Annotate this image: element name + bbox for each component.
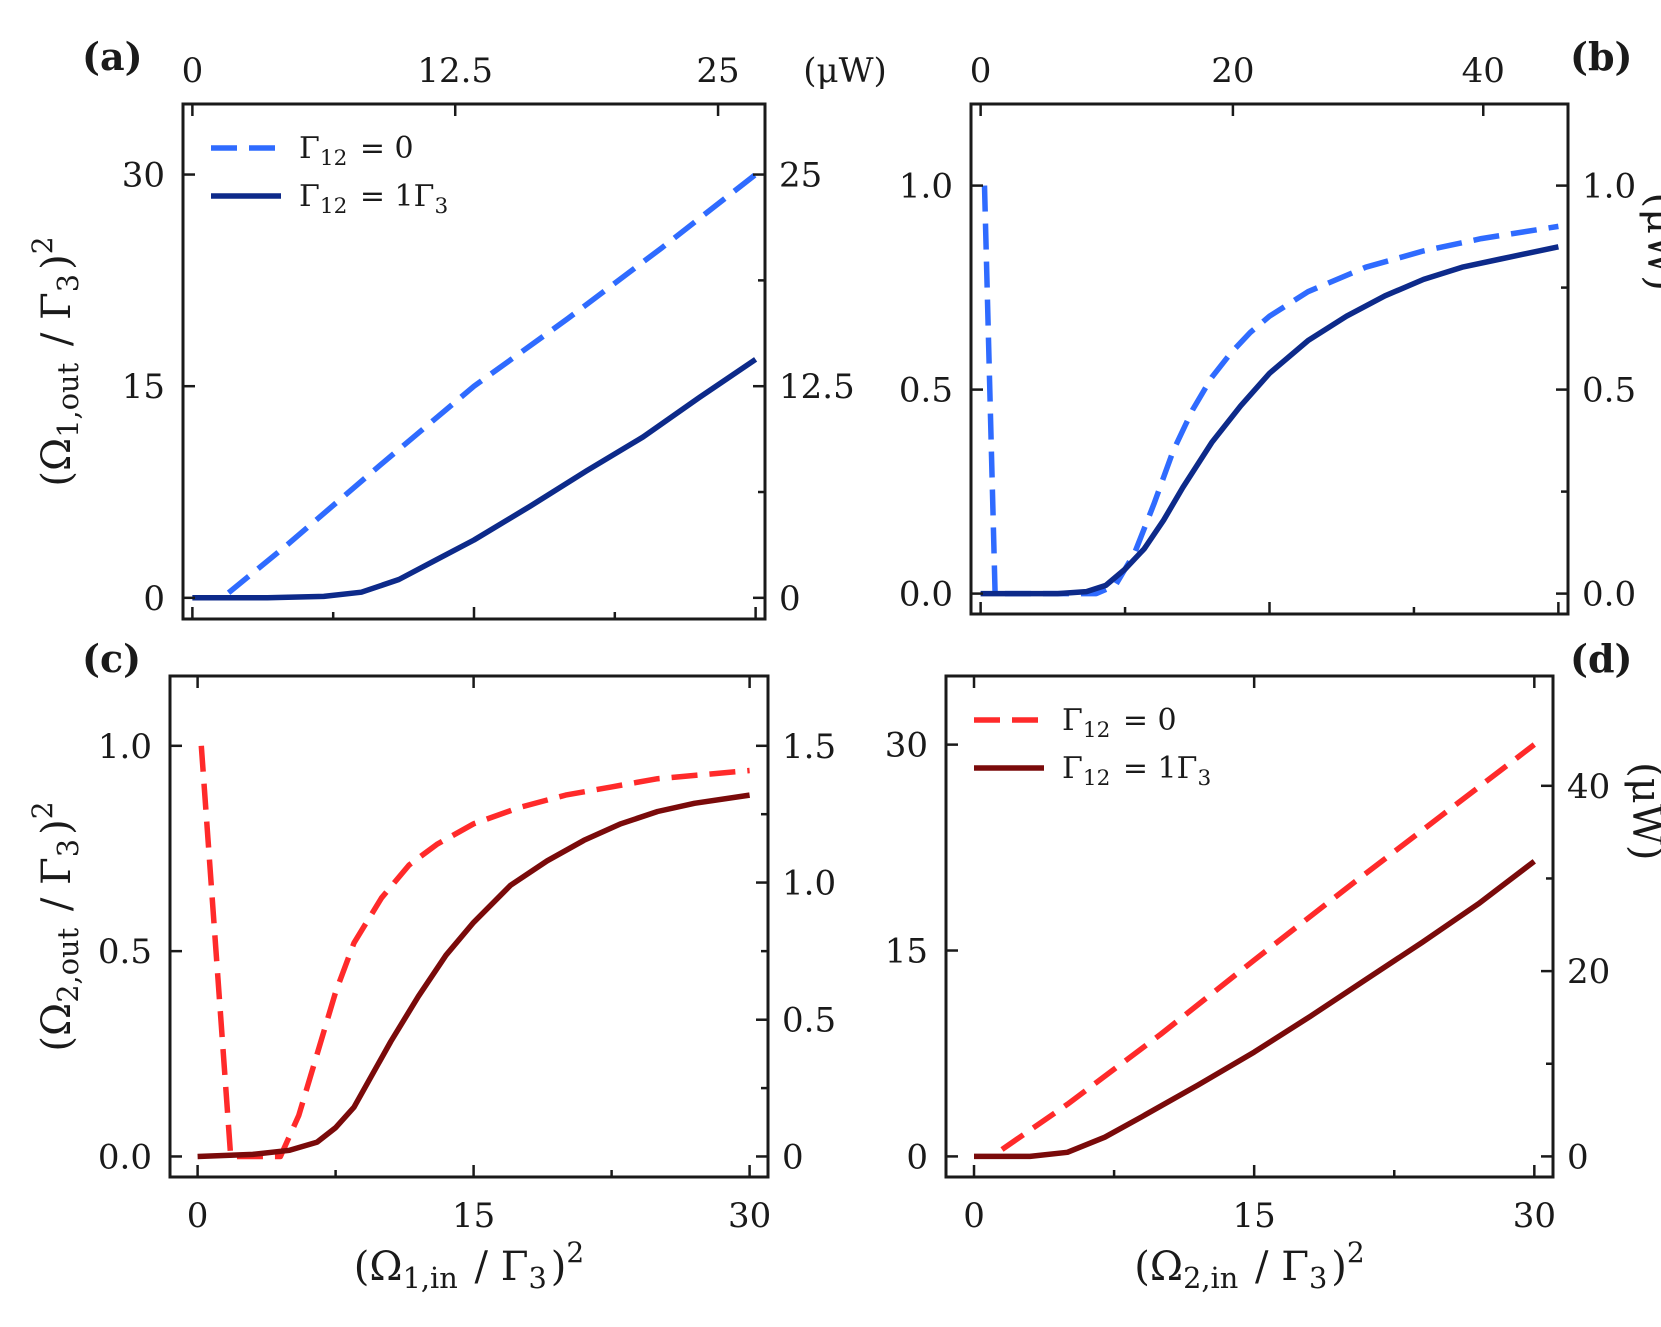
y-tick-label: 30 [885, 726, 928, 766]
right-tick-label: 0.5 [1582, 371, 1636, 411]
y-axis-label: (Ω2,out / Γ3 )2 [26, 801, 85, 1051]
legend: Γ12 = 0 Γ12 = 1Γ3 [974, 703, 1214, 791]
top-tick-label: 0 [970, 51, 992, 91]
y-tick-label: 0.5 [899, 371, 953, 411]
series-line-gamma12-one [980, 244, 1559, 597]
right-tick-label: 12.5 [779, 367, 855, 407]
top-tick-label: 0 [182, 51, 204, 91]
plot-frame [168, 674, 770, 1179]
x-axis-label: (Ω1,in / Γ3 )2 [354, 1236, 584, 1295]
right-tick-label: 40 [1567, 767, 1610, 807]
series-line-gamma12-one [192, 357, 758, 601]
y-tick-label: 15 [885, 932, 928, 972]
panel-c: 0 15 30 0.0 0.5 1.0 0 0.5 1.0 1.5 (c) (Ω2,out / Γ3 … [26, 636, 836, 1295]
panel-a: 0 12.5 25 (μW) 0 15 30 0 12.5 25 (a) (Ω1,out / Γ3 )… [26, 34, 887, 621]
plot-frame [969, 102, 1570, 616]
x-tick-label: 0 [963, 1196, 985, 1236]
y-tick-label: 0.5 [98, 932, 152, 972]
series-line-gamma12-zero [198, 745, 750, 1160]
right-tick-label: 20 [1567, 952, 1610, 992]
y-tick-label: 1.0 [98, 727, 152, 767]
y-tick-label: 0 [143, 579, 165, 619]
right-tick-label: 0 [782, 1137, 804, 1177]
panel-label: (a) [82, 34, 143, 79]
top-tick-label: 12.5 [417, 51, 493, 91]
panel-d: 0 15 30 0 15 30 0 20 40 (μW) (d) (Ω2,in / Γ3 )2 Γ12 … [885, 636, 1661, 1295]
y-tick-label: 15 [122, 367, 165, 407]
y-tick-label: 0.0 [899, 575, 953, 615]
x-tick-label: 30 [728, 1196, 771, 1236]
x-tick-label: 30 [1513, 1196, 1556, 1236]
right-tick-label: 1.5 [782, 727, 836, 767]
x-tick-label: 15 [452, 1196, 495, 1236]
legend-entry: Γ12 = 0 [299, 131, 414, 171]
legend-entry: Γ12 = 0 [1062, 703, 1177, 743]
panel-label: (c) [82, 636, 141, 681]
series-line-gamma12-zero [192, 172, 758, 601]
right-tick-label: 0.0 [1582, 575, 1636, 615]
x-tick-label: 15 [1233, 1196, 1276, 1236]
y-tick-label: 30 [122, 156, 165, 196]
series-line-gamma12-zero [1000, 742, 1536, 1152]
x-tick-label: 0 [187, 1196, 209, 1236]
x-axis-label: (Ω2,in / Γ3 )2 [1134, 1236, 1364, 1295]
top-axis-unit: (μW) [803, 51, 887, 91]
right-tick-label: 0 [779, 579, 801, 619]
series-line-gamma12-one [974, 859, 1536, 1160]
series-line-gamma12-one [197, 792, 751, 1160]
top-tick-label: 40 [1462, 51, 1505, 91]
y-tick-label: 0.0 [98, 1137, 152, 1177]
right-axis-label: (μW) [1638, 193, 1661, 291]
plot-frame [944, 674, 1555, 1179]
legend-entry: Γ12 = 1Γ3 [1062, 751, 1214, 791]
y-tick-label: 1.0 [899, 167, 953, 207]
legend-entry: Γ12 = 1Γ3 [299, 179, 451, 219]
top-tick-label: 25 [696, 51, 739, 91]
right-tick-label: 1.0 [1582, 167, 1636, 207]
panel-label: (b) [1570, 34, 1633, 79]
right-tick-label: 1.0 [782, 864, 836, 904]
y-axis-label: (Ω1,out / Γ3 )2 [26, 236, 85, 486]
legend: Γ12 = 0 Γ12 = 1Γ3 [211, 131, 451, 219]
panel-b: 0 20 400.00.51.00.00.51.0(μW)(b) [899, 34, 1661, 616]
right-tick-label: 25 [779, 156, 822, 196]
right-tick-label: 0 [1567, 1137, 1589, 1177]
right-axis-label: (μW) [1623, 762, 1661, 860]
series-line-gamma12-zero [981, 185, 1559, 597]
top-tick-label: 20 [1211, 51, 1254, 91]
panel-label: (d) [1570, 636, 1633, 681]
y-tick-label: 0 [906, 1137, 928, 1177]
right-tick-label: 0.5 [782, 1001, 836, 1041]
